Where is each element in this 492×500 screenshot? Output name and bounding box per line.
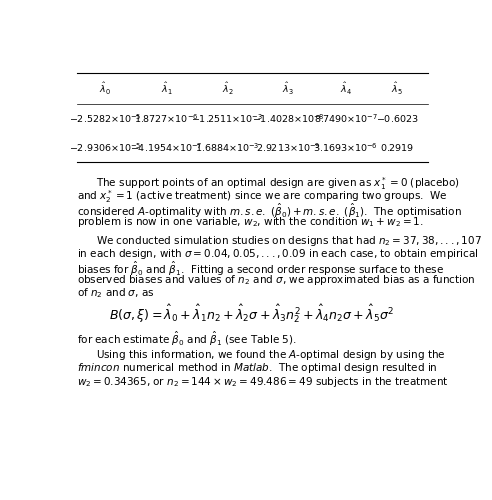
Text: observed biases and values of $n_2$ and $\sigma$, we approximated bias as a func: observed biases and values of $n_2$ and … xyxy=(77,273,475,287)
Text: We conducted simulation studies on designs that had $n_2 = 37, 38, ..., 107$: We conducted simulation studies on desig… xyxy=(96,234,482,247)
Text: $1.6884{\times}10^{-3}$: $1.6884{\times}10^{-3}$ xyxy=(195,142,260,154)
Text: $\hat{\lambda}_0$: $\hat{\lambda}_0$ xyxy=(99,81,111,97)
Text: $B(\sigma, \xi) = \hat{\lambda}_0 + \hat{\lambda}_1 n_2 + \hat{\lambda}_2\sigma : $B(\sigma, \xi) = \hat{\lambda}_0 + \hat… xyxy=(110,303,395,326)
Text: Using this information, we found the $A$-optimal design by using the: Using this information, we found the $A$… xyxy=(96,348,446,362)
Text: $1.8727{\times}10^{-6}$: $1.8727{\times}10^{-6}$ xyxy=(134,112,199,125)
Text: $\hat{\lambda}_2$: $\hat{\lambda}_2$ xyxy=(221,81,233,97)
Text: $-1.2511{\times}10^{-3}$: $-1.2511{\times}10^{-3}$ xyxy=(191,112,263,125)
Text: $-1.4028{\times}10^{-8}$: $-1.4028{\times}10^{-8}$ xyxy=(252,112,325,125)
Text: $w_2 = 0.34365$, or $n_2 = 144 \times w_2 = 49.486 = 49$ subjects in the treatme: $w_2 = 0.34365$, or $n_2 = 144 \times w_… xyxy=(77,374,448,388)
Text: $\hat{\lambda}_1$: $\hat{\lambda}_1$ xyxy=(160,81,172,97)
Text: $-4.1954{\times}10^{-7}$: $-4.1954{\times}10^{-7}$ xyxy=(130,142,203,154)
Text: $8.7490{\times}10^{-7}$: $8.7490{\times}10^{-7}$ xyxy=(314,112,377,125)
Text: $-2.9306{\times}10^{-5}$: $-2.9306{\times}10^{-5}$ xyxy=(69,142,142,154)
Text: biases for $\hat{\beta}_0$ and $\hat{\beta}_1$.  Fitting a second order response: biases for $\hat{\beta}_0$ and $\hat{\be… xyxy=(77,260,444,278)
Text: $\hat{\lambda}_3$: $\hat{\lambda}_3$ xyxy=(282,81,294,97)
Text: $-0.6023$: $-0.6023$ xyxy=(376,113,418,124)
Text: and $x_2^* = 1$ (active treatment) since we are comparing two groups.  We: and $x_2^* = 1$ (active treatment) since… xyxy=(77,188,448,206)
Text: $\mathit{fmincon}$ numerical method in $\mathit{Matlab}$.  The optimal design re: $\mathit{fmincon}$ numerical method in $… xyxy=(77,362,437,376)
Text: $0.2919$: $0.2919$ xyxy=(380,142,414,153)
Text: $3.1693{\times}10^{-6}$: $3.1693{\times}10^{-6}$ xyxy=(313,142,378,154)
Text: in each design, with $\sigma = 0.04, 0.05, ..., 0.09$ in each case, to obtain em: in each design, with $\sigma = 0.04, 0.0… xyxy=(77,246,479,260)
Text: for each estimate $\hat{\beta}_0$ and $\hat{\beta}_1$ (see Table 5).: for each estimate $\hat{\beta}_0$ and $\… xyxy=(77,330,297,348)
Text: problem is now in one variable, $w_2$, with the condition $w_1 + w_2 = 1$.: problem is now in one variable, $w_2$, w… xyxy=(77,215,423,229)
Text: of $n_2$ and $\sigma$, as: of $n_2$ and $\sigma$, as xyxy=(77,286,154,300)
Text: $\hat{\lambda}_5$: $\hat{\lambda}_5$ xyxy=(391,81,403,97)
Text: $-2.5282{\times}10^{-5}$: $-2.5282{\times}10^{-5}$ xyxy=(69,112,142,125)
Text: The support points of an optimal design are given as $x_1^* = 0$ (placebo): The support points of an optimal design … xyxy=(96,176,460,192)
Text: considered $A$-optimality with $m.s.e.$ $(\hat{\beta}_0) + m.s.e.$ $(\hat{\beta}: considered $A$-optimality with $m.s.e.$ … xyxy=(77,202,461,220)
Text: $\hat{\lambda}_4$: $\hat{\lambda}_4$ xyxy=(339,81,352,97)
Text: $2.9213{\times}10^{-9}$: $2.9213{\times}10^{-9}$ xyxy=(256,142,321,154)
